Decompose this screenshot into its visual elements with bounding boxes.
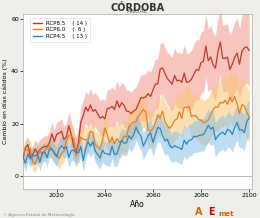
- Y-axis label: Cambio en días cálidos (%): Cambio en días cálidos (%): [3, 59, 8, 144]
- Text: met: met: [218, 211, 234, 217]
- X-axis label: Año: Año: [130, 200, 145, 209]
- Legend: RCP8.5    ( 14 ), RCP6.0    (  6 ), RCP4.5    ( 13 ): RCP8.5 ( 14 ), RCP6.0 ( 6 ), RCP4.5 ( 13…: [30, 18, 90, 42]
- Text: A: A: [195, 207, 203, 217]
- Title: CÓRDOBA: CÓRDOBA: [110, 3, 164, 13]
- Text: © Agencia Estatal de Meteorología: © Agencia Estatal de Meteorología: [3, 213, 74, 217]
- Text: E: E: [208, 207, 214, 217]
- Text: ANUAL: ANUAL: [127, 9, 148, 14]
